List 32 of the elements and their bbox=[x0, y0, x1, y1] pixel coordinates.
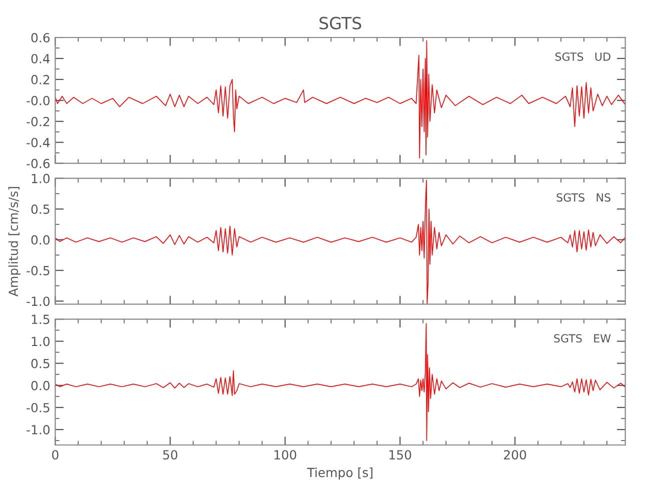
y-tick-label: 1.5 bbox=[32, 314, 50, 324]
y-tick-label: 1.0 bbox=[32, 336, 50, 346]
x-tick-label: 100 bbox=[274, 450, 296, 460]
line-series bbox=[55, 180, 626, 304]
y-tick-label: 0.4 bbox=[31, 54, 50, 64]
y-tick-label: -0.0 bbox=[26, 96, 50, 106]
line-series bbox=[55, 40, 626, 159]
y-tick-label: -0.5 bbox=[26, 402, 50, 412]
y-tick-label: -1.0 bbox=[26, 296, 50, 306]
y-tick-label: 0.5 bbox=[31, 204, 50, 214]
y-tick-label: -0.5 bbox=[26, 266, 50, 276]
x-tick-label: 200 bbox=[504, 450, 526, 460]
y-tick-label: 0.0 bbox=[31, 235, 50, 245]
x-tick-label: 0 bbox=[52, 450, 58, 460]
y-axis-title: Amplitud [cm/s/s] bbox=[8, 187, 20, 296]
chart-title: SGTS bbox=[320, 16, 362, 30]
y-tick-label: 0.0 bbox=[31, 380, 50, 390]
y-tick-label: 0.6 bbox=[31, 32, 50, 42]
x-tick-label: 50 bbox=[163, 450, 178, 460]
x-axis-title: Tiempo [s] bbox=[307, 468, 372, 480]
y-tick-label: 1.0 bbox=[32, 174, 50, 184]
y-tick-label: -0.6 bbox=[26, 158, 50, 168]
y-tick-label: -0.2 bbox=[26, 116, 50, 126]
y-tick-label: -0.4 bbox=[26, 138, 50, 148]
y-tick-label: -1.0 bbox=[26, 425, 50, 434]
annotation: SGTS UD bbox=[555, 52, 610, 61]
annotation: SGTS EW bbox=[554, 334, 611, 343]
line-series bbox=[55, 323, 626, 442]
x-tick-label: 150 bbox=[389, 450, 412, 460]
y-tick-label: 0.5 bbox=[31, 358, 50, 368]
y-tick-label: 0.2 bbox=[31, 74, 50, 84]
annotation: SGTS NS bbox=[556, 193, 610, 202]
